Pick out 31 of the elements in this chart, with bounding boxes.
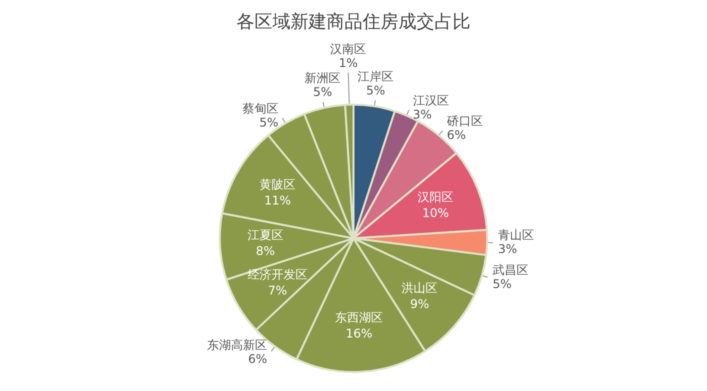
slice-label: 黄陂区 [260, 178, 296, 192]
slice-label: 洪山区 [402, 280, 438, 295]
slice-label: 江岸区 [358, 69, 394, 84]
data-label: 9% [410, 296, 430, 311]
slice-label: 汉阳区 [418, 190, 454, 204]
chart-title: 各区域新建商品住房成交占比 [236, 11, 470, 32]
slice-label: 蔡甸区 [242, 101, 278, 116]
data-label: 5% [366, 83, 386, 98]
data-label: 3% [412, 107, 432, 122]
data-label: 5% [492, 276, 512, 291]
data-label: 7% [268, 283, 288, 298]
slice-label: 东湖高新区 [207, 338, 268, 352]
slice-label: 经济开发区 [248, 267, 308, 282]
data-label: 16% [346, 326, 372, 340]
data-label: 1% [338, 56, 358, 70]
slice-label: 汉南区 [330, 42, 366, 56]
slice-label: 新洲区 [304, 71, 341, 86]
data-label: 5% [259, 115, 278, 130]
data-label: 3% [498, 242, 518, 256]
data-label: 6% [248, 352, 268, 366]
data-label: 8% [256, 244, 275, 258]
slice-label: 东西湖区 [335, 310, 384, 324]
slice-label: 青山区 [498, 228, 534, 242]
slice-label: 江夏区 [247, 228, 284, 242]
data-label: 11% [264, 194, 291, 208]
slice-label: 江汉区 [412, 93, 449, 108]
data-label: 5% [313, 85, 332, 100]
data-label: 6% [446, 128, 466, 142]
slice-label: 武昌区 [492, 262, 529, 277]
slice-label: 硚口区 [446, 114, 483, 128]
data-label: 10% [422, 206, 449, 220]
